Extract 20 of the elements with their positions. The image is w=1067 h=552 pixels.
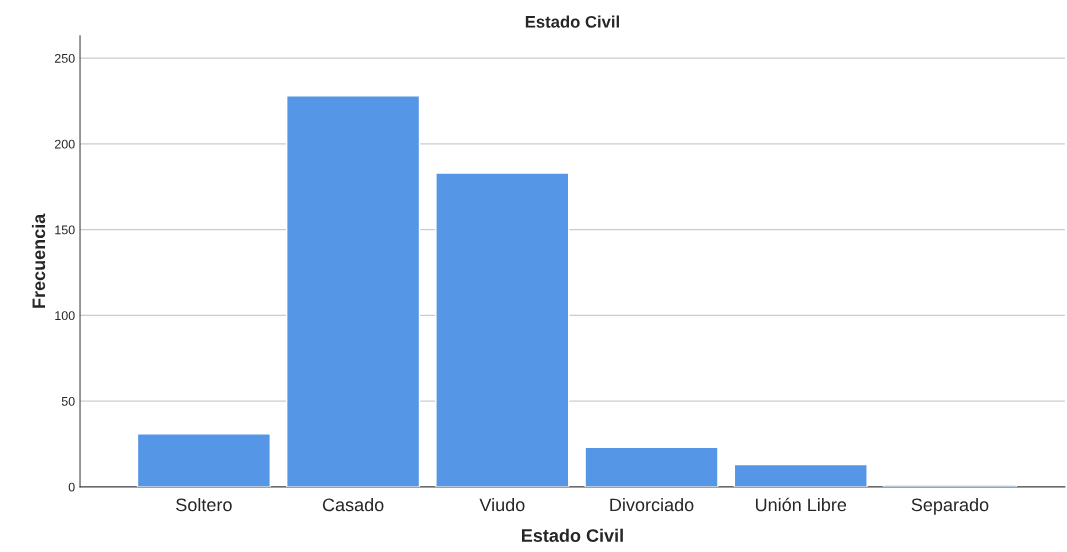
- x-tick-label: Soltero: [176, 497, 232, 512]
- bar: [584, 446, 719, 487]
- bar: [733, 463, 868, 487]
- bar: [136, 433, 271, 487]
- y-tick-label: 250: [54, 53, 75, 63]
- bar: [435, 172, 570, 487]
- chart-title: Estado Civil: [525, 15, 619, 28]
- x-tick-label: Casado: [322, 497, 384, 512]
- x-tick-label: Unión Libre: [755, 497, 847, 512]
- y-tick-label: 200: [54, 139, 75, 149]
- x-axis-title: Estado Civil: [521, 528, 623, 542]
- y-tick-label: 150: [55, 225, 75, 235]
- y-tick-label: 100: [55, 311, 75, 321]
- x-tick-label: Divorciado: [610, 497, 694, 512]
- x-tick-label: Separado: [911, 497, 989, 515]
- x-tick-label: Viudo: [479, 497, 525, 512]
- y-axis-title: Frecuencia: [31, 213, 46, 308]
- y-tick-label: 0: [68, 482, 75, 492]
- y-tick-label: 50: [61, 396, 75, 406]
- bar: [285, 95, 421, 487]
